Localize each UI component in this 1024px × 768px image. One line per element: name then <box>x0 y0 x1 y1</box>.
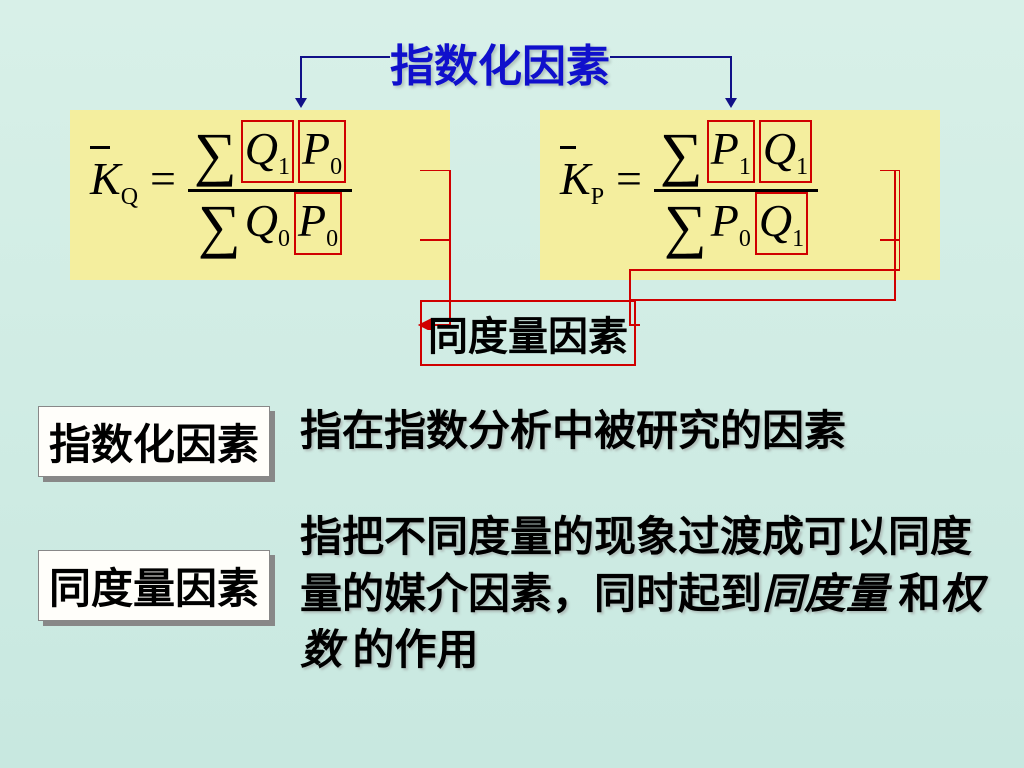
connector-right-to-mid <box>620 170 900 330</box>
def-text-indexed: 指在指数分析中被研究的因素 <box>300 404 1000 461</box>
def-text-commensurate: 指把不同度量的现象过渡成可以同度量的媒介因素，同时起到同度量 和权数 的作用 <box>300 510 1000 680</box>
commensurate-factor-p0-num: P0 <box>298 120 346 183</box>
title-connector-right <box>610 56 730 58</box>
arrow-to-left-formula <box>300 56 302 106</box>
def-label-commensurate: 同度量因素 <box>38 550 270 621</box>
arrow-to-right-formula <box>730 56 732 106</box>
commensurate-label: 同度量因素 <box>420 300 636 366</box>
commensurate-factor-p0-den: P0 <box>294 192 342 255</box>
indexed-factor-q1: Q1 <box>241 120 294 183</box>
title-connector-left <box>300 56 390 58</box>
page-title: 指数化因素 <box>390 30 610 94</box>
def-label-indexed: 指数化因素 <box>38 406 270 477</box>
